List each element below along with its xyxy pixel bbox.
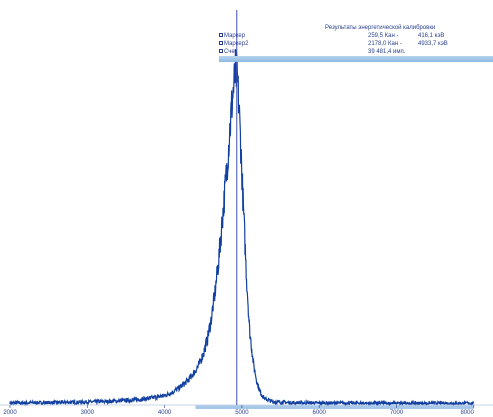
x-tick-label: 3000 [81, 410, 95, 416]
info-panel-bar [219, 56, 493, 62]
x-tick-label: 7000 [390, 410, 404, 416]
x-tick-label: 5000 [235, 410, 249, 416]
marker-energy: 416,1 кэВ [418, 33, 445, 39]
marker-channel: 259,5 Кан - [368, 33, 399, 39]
x-axis-ticks: 2000 3000 4000 5000 6000 7000 8000 [3, 405, 474, 416]
x-tick-label: 6000 [313, 410, 327, 416]
count-label: Счет [224, 49, 238, 55]
marker2-checkbox-icon[interactable] [219, 41, 223, 46]
marker2-energy: 4933,7 кэВ [418, 41, 448, 47]
marker2-row-label: Маркер2 [219, 40, 248, 48]
x-tick-label: 4000 [158, 410, 172, 416]
count-checkbox-icon[interactable] [219, 49, 223, 54]
marker2-label: Маркер2 [224, 41, 249, 47]
marker-row-label: Маркер [219, 32, 245, 40]
x-tick-label: 8000 [460, 410, 474, 416]
axis-highlight-band [195, 405, 474, 409]
count-value: 39 481,4 имп. [368, 49, 406, 55]
calibration-title: Результаты энергетической калибровки [325, 25, 436, 31]
count-row-label: Счет [219, 48, 237, 56]
x-tick-label: 2000 [3, 410, 17, 416]
marker-label: Маркер [224, 33, 246, 39]
marker-checkbox-icon[interactable] [219, 33, 223, 38]
marker2-channel: 2178,0 Кан - [368, 41, 402, 47]
spectrum-series-line [9, 49, 475, 407]
